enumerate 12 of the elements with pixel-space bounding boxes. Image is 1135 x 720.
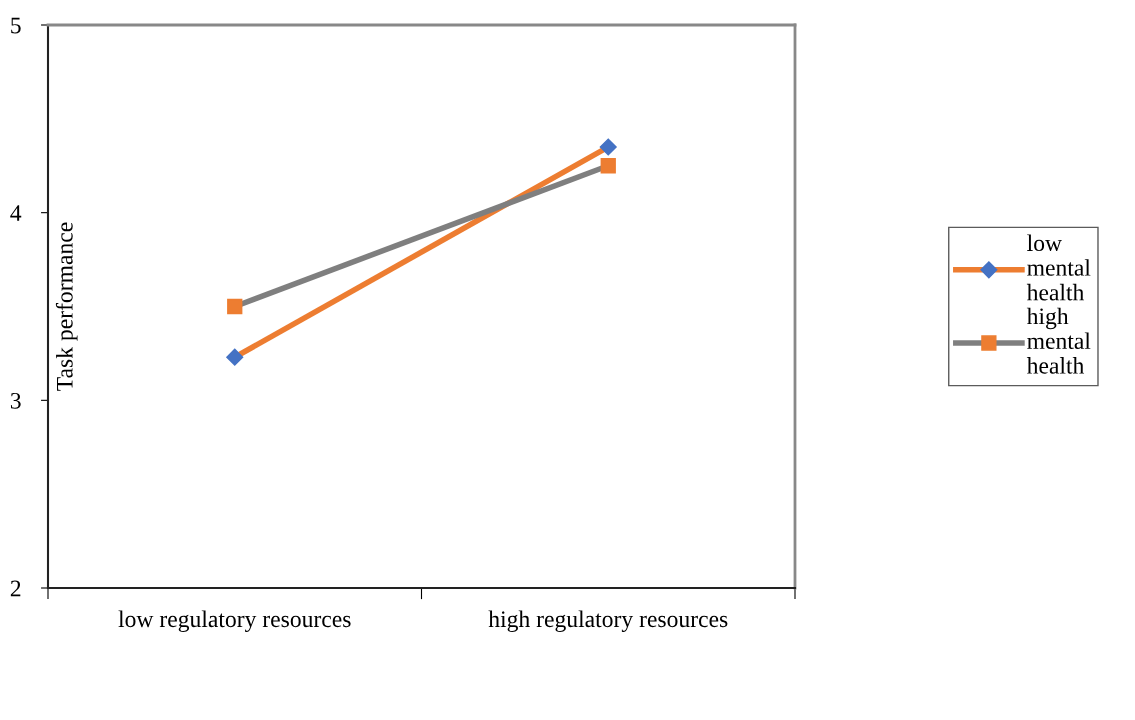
x-tick-label: high regulatory resources — [488, 610, 728, 632]
legend-label: high mental health — [1026, 307, 1091, 374]
x-tick-label: low regulatory resources — [118, 610, 351, 632]
point — [226, 348, 244, 366]
y-tick-label: 4 — [10, 205, 22, 221]
point — [227, 298, 243, 315]
y-tick-label: 5 — [11, 17, 21, 34]
y-axis-title: Task performance — [55, 222, 78, 391]
y-tick-label: 3 — [10, 392, 21, 409]
point — [600, 158, 616, 174]
y-tick-label: 2 — [10, 580, 21, 597]
point — [599, 138, 617, 156]
